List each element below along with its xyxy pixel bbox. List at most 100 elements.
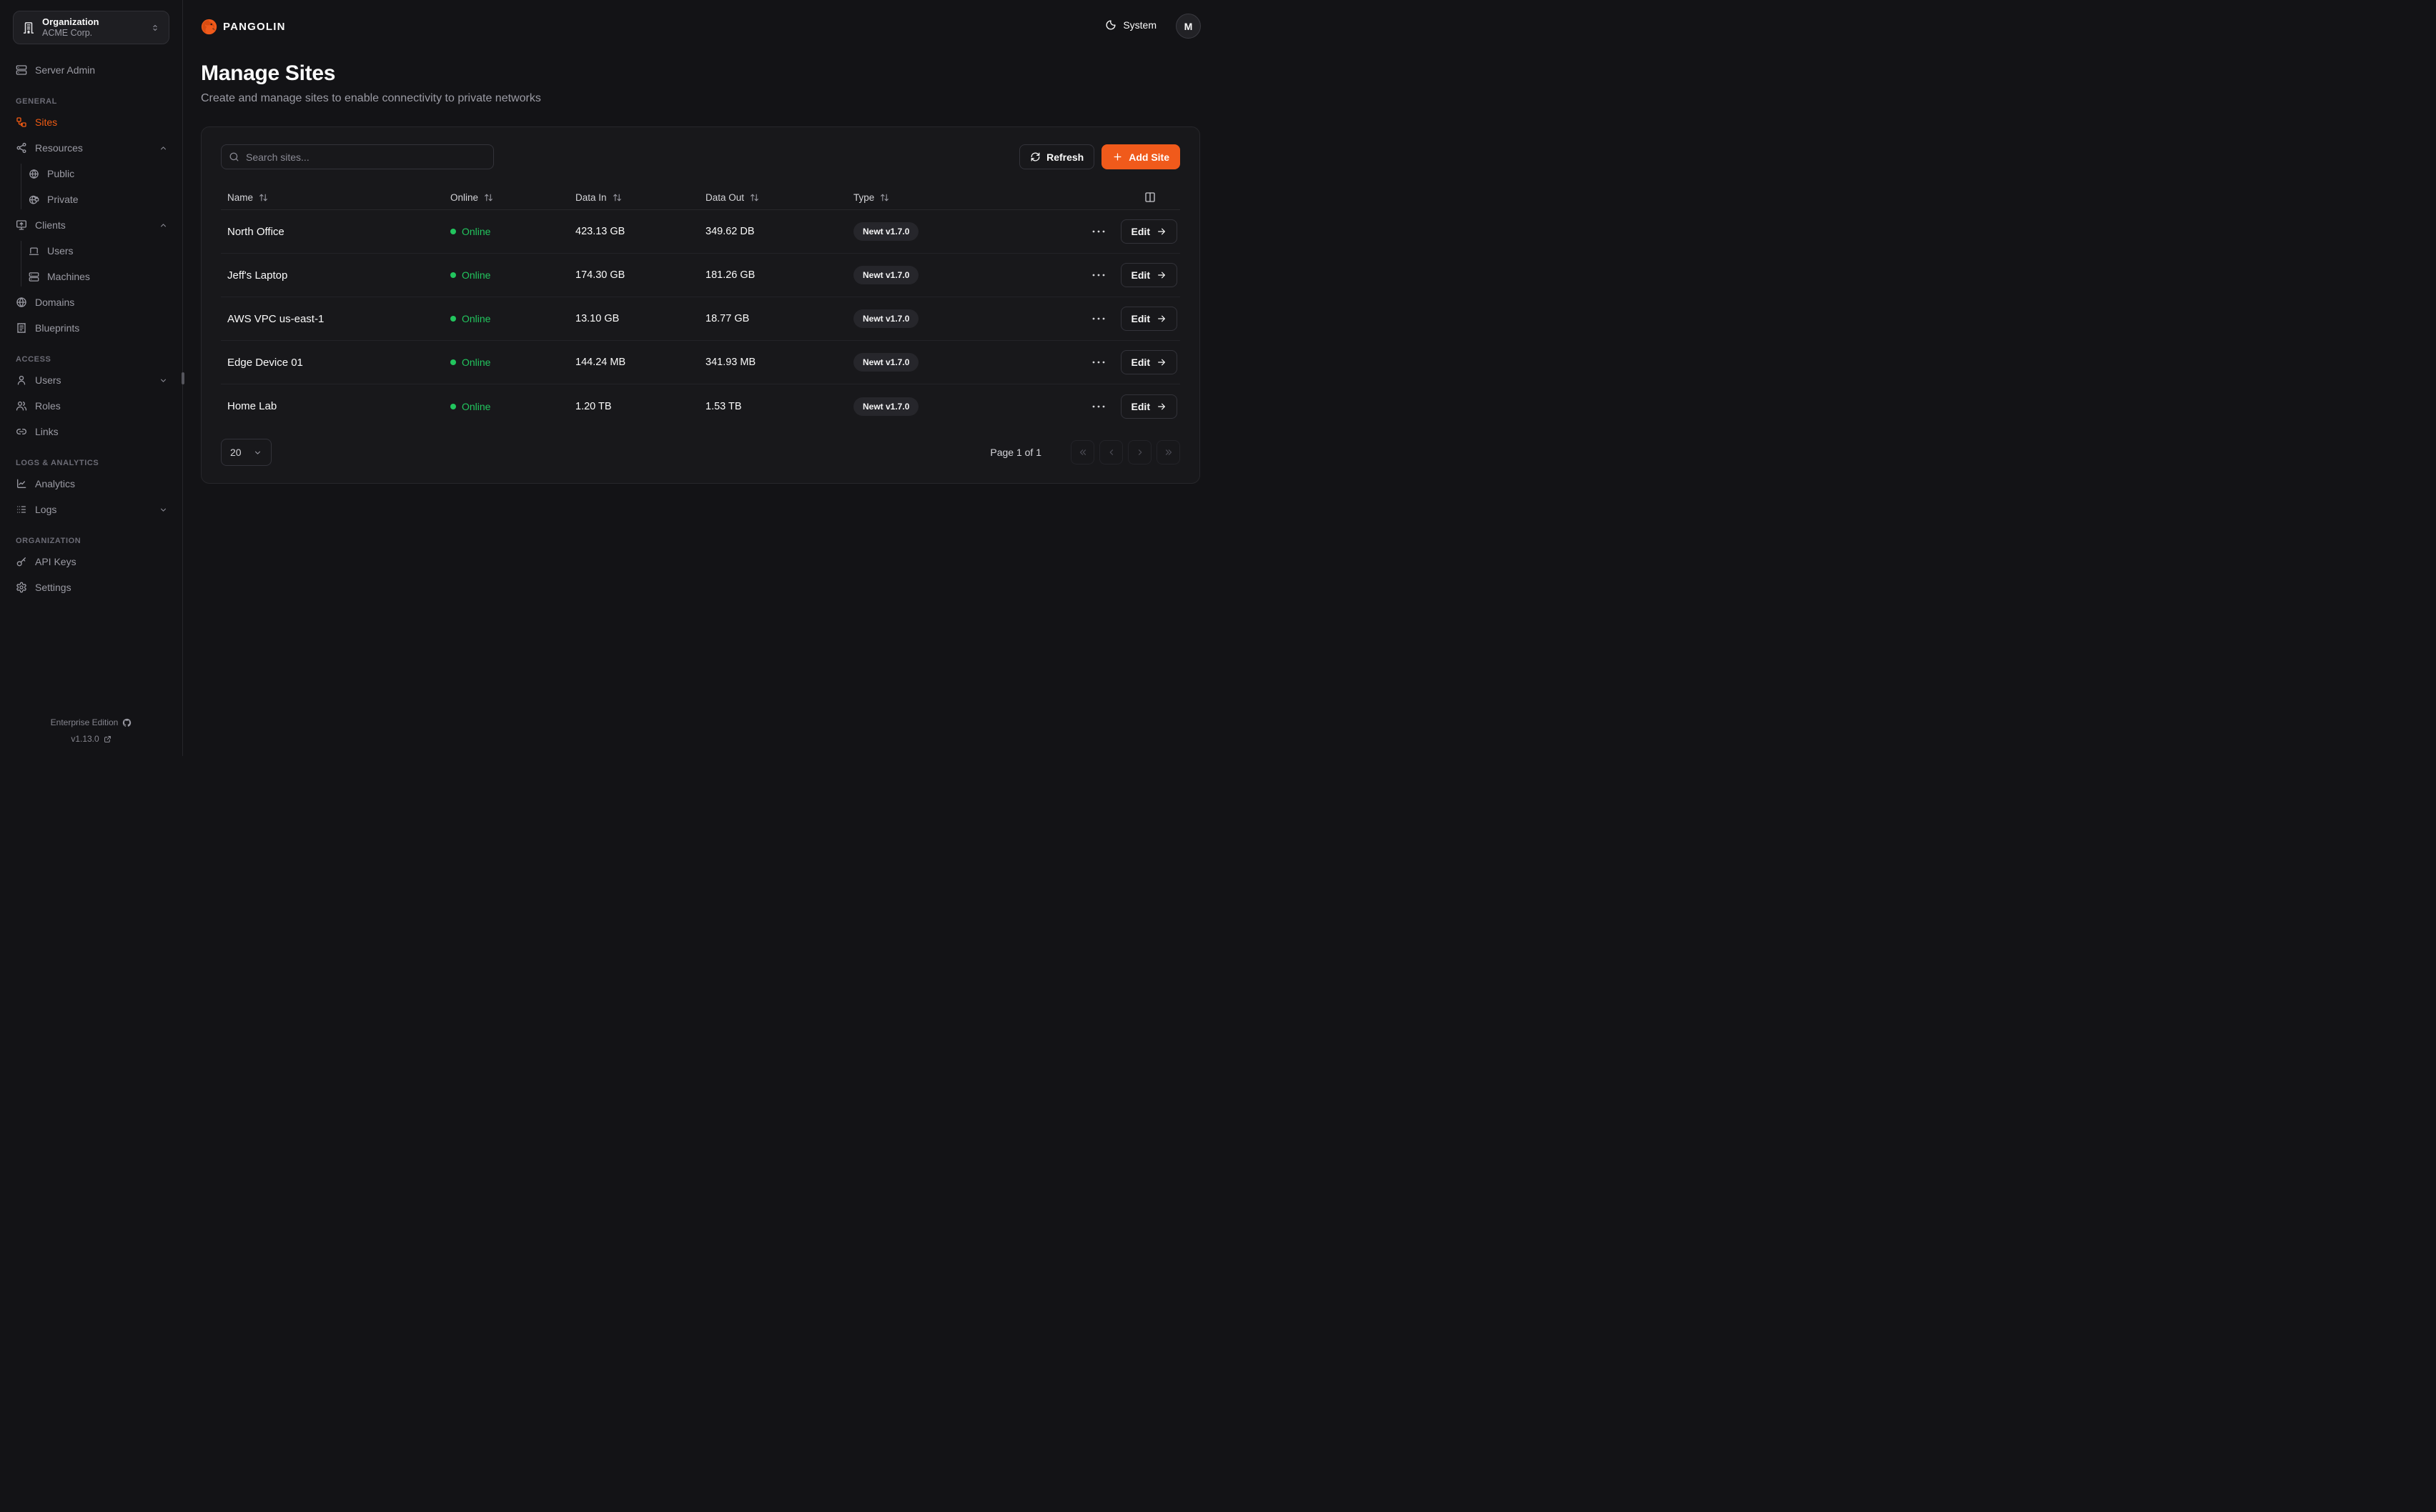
row-menu-button[interactable]	[1090, 310, 1107, 327]
prev-page-button[interactable]	[1099, 440, 1123, 464]
sidebar-item-logs[interactable]: Logs	[0, 497, 182, 522]
sidebar-nav: Server Admin GENERAL Sites Resources Public P…	[0, 44, 182, 715]
column-header-name[interactable]: Name	[221, 192, 444, 203]
avatar[interactable]: M	[1176, 14, 1201, 39]
data-out-value: 341.93 MB	[705, 357, 756, 368]
type-badge: Newt v1.7.0	[853, 397, 919, 416]
type-badge: Newt v1.7.0	[853, 353, 919, 372]
row-actions: Edit	[1022, 263, 1180, 287]
sidebar-item-resources[interactable]: Resources	[0, 135, 182, 161]
sidebar-item-machines[interactable]: Machines	[0, 264, 182, 289]
chev-up-icon	[159, 221, 168, 230]
table-toolbar: Refresh Add Site	[221, 144, 1180, 169]
sidebar-item-links[interactable]: Links	[0, 419, 182, 444]
sort-icon	[880, 193, 889, 202]
sidebar-item-label: Resources	[35, 142, 83, 154]
columns-icon[interactable]	[1144, 192, 1156, 203]
online-label: Online	[462, 226, 491, 237]
sidebar: Organization ACME Corp. Server Admin GENE…	[0, 0, 184, 756]
online-label: Online	[462, 313, 491, 324]
site-name: North Office	[227, 225, 284, 238]
column-settings	[1022, 192, 1180, 203]
row-menu-button[interactable]	[1090, 398, 1107, 415]
sidebar-item-users[interactable]: Users	[0, 238, 182, 264]
table-row: Home Lab Online 1.20 TB 1.53 TB Newt v1.7.0 E…	[221, 384, 1180, 428]
sidebar-item-label: Clients	[35, 219, 66, 231]
chevron-left-icon	[1106, 447, 1116, 457]
version-label: v1.13.0	[71, 734, 99, 744]
sidebar-item-sites[interactable]: Sites	[0, 109, 182, 135]
refresh-label: Refresh	[1046, 151, 1084, 163]
table-header-row: Name Online Data In Data Out Type	[221, 185, 1180, 210]
column-header-data-in[interactable]: Data In	[569, 192, 699, 203]
add-site-label: Add Site	[1129, 151, 1169, 163]
data-out-value: 1.53 TB	[705, 400, 742, 412]
sidebar-footer: Enterprise Edition v1.13.0	[0, 715, 182, 756]
row-menu-button[interactable]	[1090, 354, 1107, 371]
first-page-button[interactable]	[1071, 440, 1094, 464]
online-label: Online	[462, 357, 491, 368]
sidebar-item-settings[interactable]: Settings	[0, 575, 182, 600]
chev-down-icon	[159, 376, 168, 385]
brand: PANGOLIN	[201, 19, 286, 35]
row-actions: Edit	[1022, 350, 1180, 374]
main: PANGOLIN System M Manage Sites Create an…	[183, 0, 1218, 756]
row-actions: Edit	[1022, 394, 1180, 419]
sidebar-item-roles[interactable]: Roles	[0, 393, 182, 419]
table-row: Edge Device 01 Online 144.24 MB 341.93 MB Ne…	[221, 341, 1180, 384]
table-row: AWS VPC us-east-1 Online 13.10 GB 18.77 GB N…	[221, 297, 1180, 341]
arrow-right-icon	[1157, 227, 1167, 237]
table-row: Jeff's Laptop Online 174.30 GB 181.26 GB New…	[221, 254, 1180, 297]
chev-up-icon	[159, 144, 168, 153]
org-selector[interactable]: Organization ACME Corp.	[13, 11, 169, 44]
last-page-button[interactable]	[1157, 440, 1180, 464]
sidebar-item-public[interactable]: Public	[0, 161, 182, 186]
column-header-type[interactable]: Type	[847, 192, 1022, 203]
online-label: Online	[462, 269, 491, 281]
online-dot-icon	[450, 403, 456, 409]
page-size-select[interactable]: 20	[221, 439, 272, 466]
sidebar-item-server-admin[interactable]: Server Admin	[0, 57, 182, 83]
next-page-button[interactable]	[1128, 440, 1152, 464]
sidebar-item-blueprints[interactable]: Blueprints	[0, 315, 182, 341]
search-icon	[229, 151, 239, 162]
share2-icon	[16, 142, 27, 154]
online-dot-icon	[450, 229, 456, 234]
sidebar-item-label: Settings	[35, 582, 71, 593]
edit-button[interactable]: Edit	[1120, 394, 1177, 419]
sidebar-item-api-keys[interactable]: API Keys	[0, 549, 182, 575]
pangolin-logo-icon	[201, 19, 217, 35]
sidebar-item-label: Users	[35, 374, 61, 386]
row-menu-button[interactable]	[1090, 223, 1107, 240]
sort-icon	[750, 193, 759, 202]
arrow-right-icon	[1157, 314, 1167, 324]
add-site-button[interactable]: Add Site	[1101, 144, 1180, 169]
github-icon	[122, 718, 132, 727]
column-header-label: Type	[853, 192, 875, 203]
column-header-data-out[interactable]: Data Out	[699, 192, 847, 203]
search-input[interactable]	[221, 144, 494, 169]
chart-line-icon	[16, 478, 27, 489]
edit-button[interactable]: Edit	[1120, 307, 1177, 331]
sidebar-item-domains[interactable]: Domains	[0, 289, 182, 315]
user-icon	[16, 374, 27, 386]
refresh-button[interactable]: Refresh	[1019, 144, 1095, 169]
theme-toggle[interactable]: System	[1105, 19, 1157, 31]
sidebar-item-users[interactable]: Users	[0, 367, 182, 393]
sidebar-item-private[interactable]: Private	[0, 186, 182, 212]
edit-button[interactable]: Edit	[1120, 219, 1177, 244]
column-header-online[interactable]: Online	[444, 192, 569, 203]
edition-link[interactable]: Enterprise Edition	[0, 715, 182, 731]
sidebar-item-analytics[interactable]: Analytics	[0, 471, 182, 497]
data-in-value: 1.20 TB	[575, 400, 612, 412]
version-link[interactable]: v1.13.0	[0, 731, 182, 747]
theme-toggle-label: System	[1123, 19, 1157, 31]
edition-label: Enterprise Edition	[50, 717, 119, 727]
row-menu-button[interactable]	[1090, 267, 1107, 284]
sidebar-item-clients[interactable]: Clients	[0, 212, 182, 238]
sidebar-resize-handle[interactable]	[182, 372, 184, 384]
data-in-value: 423.13 GB	[575, 226, 625, 237]
edit-button[interactable]: Edit	[1120, 263, 1177, 287]
page-subtitle: Create and manage sites to enable connec…	[201, 92, 541, 104]
edit-button[interactable]: Edit	[1120, 350, 1177, 374]
